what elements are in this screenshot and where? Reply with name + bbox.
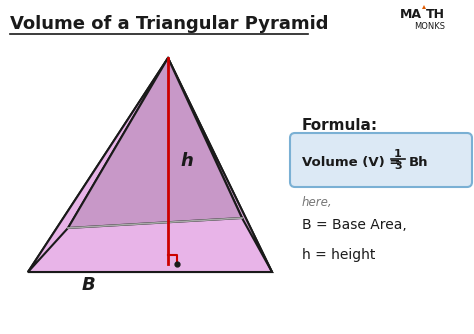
Text: Bh: Bh bbox=[409, 156, 428, 168]
Polygon shape bbox=[168, 58, 272, 272]
Polygon shape bbox=[28, 58, 168, 272]
Polygon shape bbox=[28, 58, 272, 272]
Text: here,: here, bbox=[302, 196, 333, 209]
Text: MONKS: MONKS bbox=[414, 22, 445, 31]
Text: 3: 3 bbox=[394, 161, 402, 171]
Polygon shape bbox=[28, 218, 272, 272]
Text: Formula:: Formula: bbox=[302, 118, 378, 133]
Text: h = height: h = height bbox=[302, 248, 375, 262]
Text: B: B bbox=[82, 276, 96, 294]
Text: TH: TH bbox=[426, 8, 445, 21]
Text: MA: MA bbox=[400, 8, 422, 21]
Polygon shape bbox=[68, 58, 242, 228]
Text: Volume of a Triangular Pyramid: Volume of a Triangular Pyramid bbox=[10, 15, 328, 33]
FancyBboxPatch shape bbox=[290, 133, 472, 187]
Text: Volume (V) =: Volume (V) = bbox=[302, 156, 405, 168]
Text: 1: 1 bbox=[394, 149, 402, 159]
Text: B = Base Area,: B = Base Area, bbox=[302, 218, 407, 232]
Text: h: h bbox=[180, 152, 193, 170]
Polygon shape bbox=[422, 5, 426, 9]
